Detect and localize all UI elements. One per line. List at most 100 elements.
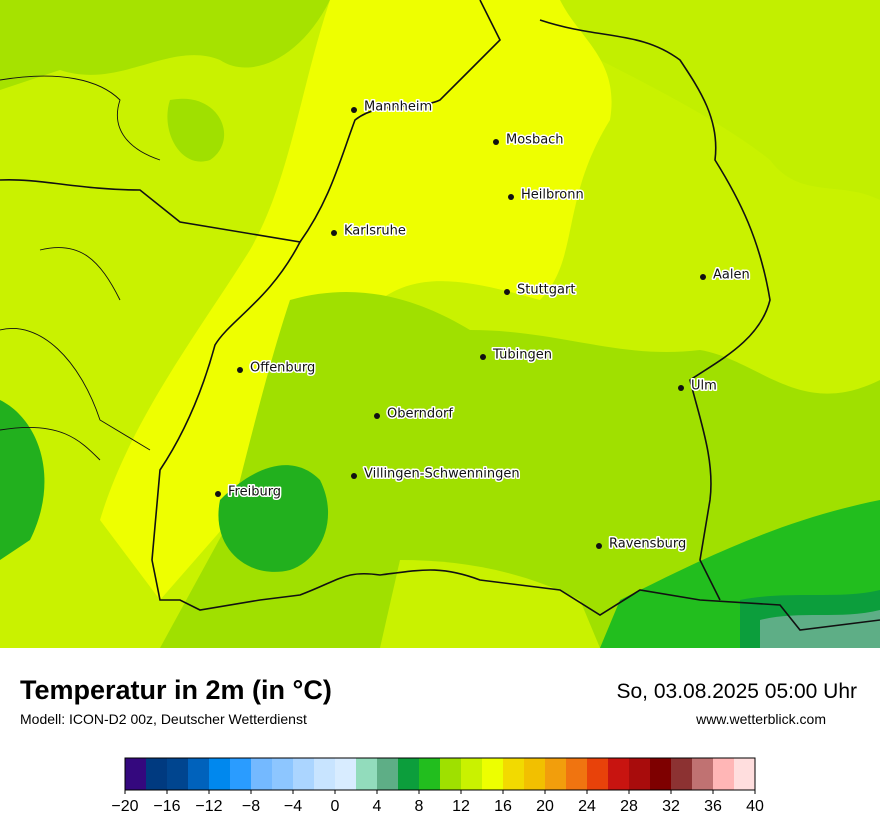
colorbar-tick-label: 36: [704, 798, 722, 815]
city-dot: [596, 543, 602, 549]
city: Mosbach: [493, 131, 565, 149]
city-dot: [237, 367, 243, 373]
colorbar-swatch: [272, 758, 293, 790]
city-dot: [700, 274, 706, 280]
colorbar-tick-label: 40: [746, 798, 764, 815]
city-dot: [508, 194, 514, 200]
colorbar-swatch: [671, 758, 692, 790]
date: So, 03.08.2025 05:00 Uhr: [616, 680, 857, 703]
city-label: Tübingen: [492, 348, 552, 363]
city: Tübingen: [480, 346, 554, 364]
city-dot: [331, 230, 337, 236]
temp-area: [760, 610, 880, 648]
temp-area: [0, 400, 45, 560]
colorbar-tick-label: 24: [578, 798, 596, 815]
colorbar-swatch: [377, 758, 398, 790]
city: Oberndorf: [374, 405, 455, 423]
colorbar-swatch: [503, 758, 524, 790]
city-label: Stuttgart: [517, 283, 575, 298]
city: Offenburg: [237, 359, 317, 377]
colorbar-swatch: [608, 758, 629, 790]
city-label: Ravensburg: [609, 537, 686, 552]
colorbar-swatch: [419, 758, 440, 790]
temp-area: [218, 465, 329, 572]
colorbar-swatch: [629, 758, 650, 790]
colorbar-swatch: [482, 758, 503, 790]
colorbar-swatch: [335, 758, 356, 790]
colorbar-swatch: [188, 758, 209, 790]
colorbar-tick-label: 8: [415, 798, 424, 815]
city-label: Heilbronn: [521, 188, 584, 203]
city-labels: Mannheim Mosbach Heilbronn Karlsruhe Stu…: [215, 98, 751, 553]
colorbar-swatch: [545, 758, 566, 790]
city-dot: [493, 139, 499, 145]
colorbar-swatch: [167, 758, 188, 790]
colorbar-frame: [124, 757, 756, 791]
city-label: Offenburg: [250, 361, 315, 376]
colorbar-swatch: [251, 758, 272, 790]
city-dot: [351, 107, 357, 113]
colorbar-swatch: [566, 758, 587, 790]
colorbar-tick-label: 16: [494, 798, 512, 815]
city-dot: [215, 491, 221, 497]
city-dot: [480, 354, 486, 360]
colorbar-tick-label: 12: [452, 798, 470, 815]
colorbar-tick-label: −8: [242, 798, 260, 815]
colorbar-tick-label: −4: [284, 798, 302, 815]
title: Temperatur in 2m (in °C): [20, 675, 332, 705]
city: Villingen-Schwenningen: [351, 465, 521, 483]
colorbar-swatch: [524, 758, 545, 790]
colorbar-swatch: [734, 758, 755, 790]
city-label: Mannheim: [364, 100, 432, 115]
city: Freiburg: [215, 483, 283, 501]
city: Karlsruhe: [331, 222, 407, 240]
colorbar-swatch: [650, 758, 671, 790]
colorbar-tick-label: 28: [620, 798, 638, 815]
colorbar-tick-label: 4: [373, 798, 382, 815]
colorbar-swatch: [209, 758, 230, 790]
city: Aalen: [700, 266, 751, 284]
colorbar-tick-label: −12: [195, 798, 222, 815]
temp-area: [380, 560, 600, 648]
colorbar-swatch: [713, 758, 734, 790]
colorbar-tick-label: −20: [111, 798, 138, 815]
colorbar: −20 −16 −12 −8 −4 0 4 8 12 16 20 24 28 32 36 40: [111, 757, 764, 815]
border-line: [0, 75, 161, 461]
city-label: Villingen-Schwenningen: [364, 467, 520, 482]
city-label: Mosbach: [506, 133, 564, 148]
temp-area: [0, 0, 330, 90]
colorbar-tick-label: 0: [331, 798, 340, 815]
colorbar-tick-label: 20: [536, 798, 554, 815]
city: Ulm: [678, 377, 718, 395]
city: Heilbronn: [508, 186, 585, 204]
border-line: [299, 0, 501, 243]
colorbar-swatch: [293, 758, 314, 790]
temp-area: [560, 0, 880, 200]
colorbar-swatch: [440, 758, 461, 790]
city-label: Aalen: [713, 268, 750, 283]
colorbar-swatch: [125, 758, 146, 790]
colorbar-swatch: [146, 758, 167, 790]
colorbar-tick-label: 32: [662, 798, 680, 815]
map: [0, 0, 880, 648]
colorbar-swatch: [461, 758, 482, 790]
city-dot: [374, 413, 380, 419]
city-label: Freiburg: [228, 485, 281, 500]
colorbar-swatch: [398, 758, 419, 790]
city-dot: [504, 289, 510, 295]
city: Ravensburg: [596, 535, 688, 553]
colorbar-swatch: [230, 758, 251, 790]
temp-area: [167, 98, 225, 162]
border-line: [0, 178, 880, 631]
colorbar-tick-label: −16: [153, 798, 180, 815]
website: www.wetterblick.com: [695, 711, 826, 727]
colorbar-swatch: [314, 758, 335, 790]
city-label: Oberndorf: [387, 407, 453, 422]
city-label: Karlsruhe: [344, 224, 406, 239]
city: Mannheim: [351, 98, 434, 116]
colorbar-swatch: [587, 758, 608, 790]
colorbar-swatch: [356, 758, 377, 790]
city: Stuttgart: [504, 281, 577, 299]
city-dot: [678, 385, 684, 391]
